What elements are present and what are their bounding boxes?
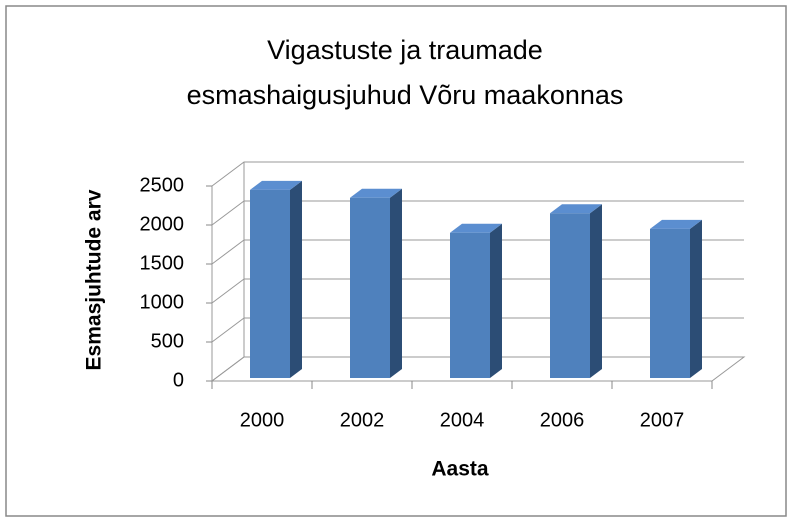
x-tick-label: 2000	[240, 409, 285, 431]
x-tick-label: 2007	[640, 409, 685, 431]
y-tick-label: 2500	[140, 174, 185, 196]
bar-front	[650, 228, 690, 378]
grid-line	[211, 200, 744, 226]
bar-side	[390, 188, 402, 378]
bar-side	[490, 223, 502, 378]
bar-front	[250, 189, 290, 378]
bar	[550, 204, 602, 378]
grid-line	[211, 161, 744, 187]
bar-front	[350, 197, 390, 378]
bar-front	[450, 232, 490, 378]
x-tick-label: 2006	[540, 409, 585, 431]
bar	[650, 219, 702, 378]
bar-side	[290, 180, 302, 378]
x-tick-label: 2004	[440, 409, 485, 431]
bar-top	[650, 219, 702, 229]
y-tick-label: 1000	[140, 291, 185, 313]
y-tick-label: 500	[151, 330, 184, 352]
bar-top	[550, 204, 602, 214]
chart-title: esmashaigusjuhud Võru maakonnas	[187, 80, 624, 110]
bar-side	[590, 204, 602, 378]
bar	[250, 180, 302, 378]
bar	[450, 223, 502, 378]
y-tick-label: 0	[173, 369, 184, 391]
y-tick-label: 2000	[140, 213, 185, 235]
bar-side	[690, 219, 702, 378]
chart-title: Vigastuste ja traumade	[267, 35, 543, 65]
x-axis-label: Aasta	[431, 458, 489, 481]
y-axis-label: Esmasjuhtude arv	[83, 189, 106, 370]
x-tick-label: 2002	[340, 409, 385, 431]
y-tick-label: 1500	[140, 252, 185, 274]
bar	[350, 188, 402, 378]
bar-front	[550, 213, 590, 378]
bar-top	[450, 223, 502, 233]
bar-top	[250, 180, 302, 190]
bar-top	[350, 188, 402, 198]
